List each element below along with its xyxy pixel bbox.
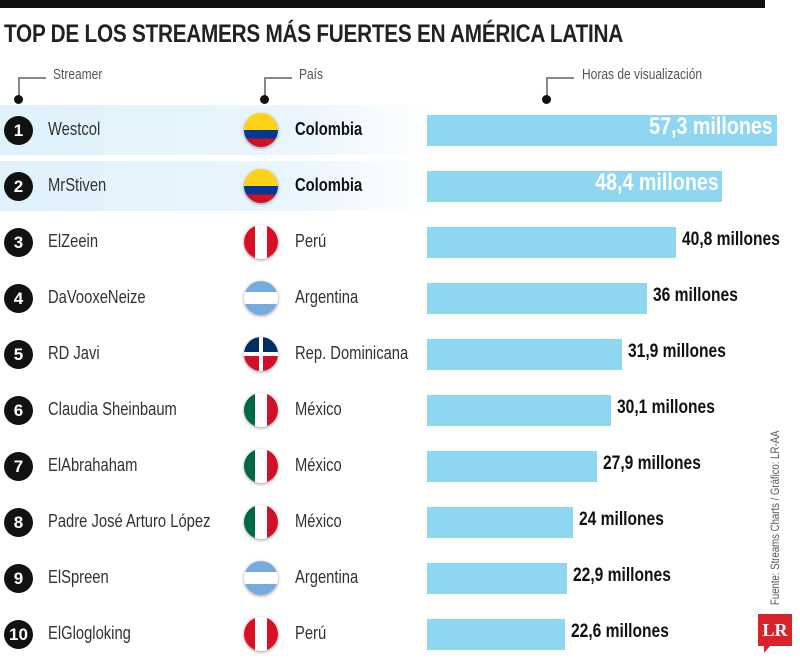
header-dot	[542, 95, 551, 104]
value-label: 22,9 millones	[572, 565, 671, 586]
rank-badge: 5	[4, 340, 33, 369]
value-label: 40,8 millones	[681, 229, 780, 250]
rank-badge: 7	[4, 452, 33, 481]
chart-row: 6 Claudia Sheinbaum México 30,1 millones	[0, 385, 800, 435]
country-name: Argentina	[295, 567, 359, 587]
column-header-streamer: Streamer	[53, 66, 103, 83]
value-label: 57,3 millones	[648, 113, 773, 140]
value-label: 27,9 millones	[603, 453, 702, 474]
header-dot	[260, 95, 269, 104]
row-highlight	[0, 105, 430, 155]
rank-badge: 8	[4, 508, 33, 537]
streamer-name: Claudia Sheinbaum	[48, 399, 177, 419]
rank-badge: 6	[4, 396, 33, 425]
connector-line	[18, 77, 46, 101]
column-header-hours: Horas de visualización	[582, 66, 703, 83]
bar	[427, 619, 565, 650]
bar	[427, 115, 777, 146]
streamer-name: RD Javi	[48, 343, 100, 363]
value-label: 48,4 millones	[594, 169, 719, 196]
rank-badge: 9	[4, 564, 33, 593]
rank-badge: 10	[4, 620, 33, 649]
chart-row: 4 DaVooxeNeize Argentina 36 millones	[0, 273, 800, 323]
streamer-name: ElAbrahaham	[48, 455, 138, 475]
value-label: 31,9 millones	[627, 341, 726, 362]
peru-flag-icon	[244, 225, 278, 259]
rank-badge: 1	[4, 116, 33, 145]
argentina-flag-icon	[244, 281, 278, 315]
rank-badge: 3	[4, 228, 33, 257]
chart-row: 8 Padre José Arturo López México 24 millone…	[0, 497, 800, 547]
mexico-flag-icon	[244, 393, 278, 427]
chart-row: 9 ElSpreen Argentina 22,9 millones	[0, 553, 800, 603]
bar	[427, 283, 647, 314]
country-name: Perú	[295, 623, 327, 643]
mexico-flag-icon	[244, 449, 278, 483]
chart-row: 2 MrStiven Colombia 48,4 millones	[0, 161, 800, 211]
source-credit: Fuente: Streams Charts / Gráfico: LR-AA	[768, 430, 782, 605]
streamer-name: MrStiven	[48, 175, 107, 195]
streamer-name: Westcol	[48, 119, 101, 139]
streamer-name: ElSpreen	[48, 567, 109, 587]
argentina-flag-icon	[244, 561, 278, 595]
country-name: Colombia	[295, 119, 363, 139]
colombia-flag-icon	[244, 169, 278, 203]
bar	[427, 227, 676, 258]
column-header-country: País	[299, 66, 324, 83]
country-name: Colombia	[295, 175, 363, 195]
bar	[427, 451, 598, 482]
chart-row: 10 ElGlogloking Perú 22,6 millones	[0, 609, 800, 659]
country-name: México	[295, 399, 342, 419]
country-name: Argentina	[295, 287, 359, 307]
chart-row: 3 ElZeein Perú 40,8 millones	[0, 217, 800, 267]
chart-row: 1 Westcol Colombia 57,3 millones	[0, 105, 800, 155]
value-label: 24 millones	[579, 509, 665, 530]
streamer-name: ElGlogloking	[48, 623, 131, 643]
bar	[427, 507, 574, 538]
bar	[427, 171, 723, 202]
streamer-name: DaVooxeNeize	[48, 287, 146, 307]
connector-line	[264, 77, 292, 101]
country-name: México	[295, 455, 342, 475]
peru-flag-icon	[244, 617, 278, 651]
row-highlight	[0, 161, 430, 211]
streamer-name: Padre José Arturo López	[48, 511, 211, 531]
value-label: 22,6 millones	[570, 621, 669, 642]
streamer-name: ElZeein	[48, 231, 99, 251]
connector-line	[546, 77, 574, 101]
top-rule	[0, 0, 765, 8]
rank-badge: 4	[4, 284, 33, 313]
colombia-flag-icon	[244, 113, 278, 147]
dominican-republic-flag-icon	[244, 337, 278, 371]
country-name: Rep. Dominicana	[295, 343, 409, 363]
value-label: 30,1 millones	[616, 397, 715, 418]
chart-row: 7 ElAbrahaham México 27,9 millones	[0, 441, 800, 491]
lr-logo: LR	[758, 614, 792, 653]
bar	[427, 395, 611, 426]
country-name: México	[295, 511, 342, 531]
country-name: Perú	[295, 231, 327, 251]
chart-title: TOP DE LOS STREAMERS MÁS FUERTES EN AMÉR…	[4, 20, 623, 48]
chart-row: 5 RD Javi Rep. Dominicana 31,9 millones	[0, 329, 800, 379]
bar	[427, 563, 567, 594]
mexico-flag-icon	[244, 505, 278, 539]
value-label: 36 millones	[652, 285, 738, 306]
header-dot	[14, 95, 23, 104]
bar	[427, 339, 622, 370]
rank-badge: 2	[4, 172, 33, 201]
